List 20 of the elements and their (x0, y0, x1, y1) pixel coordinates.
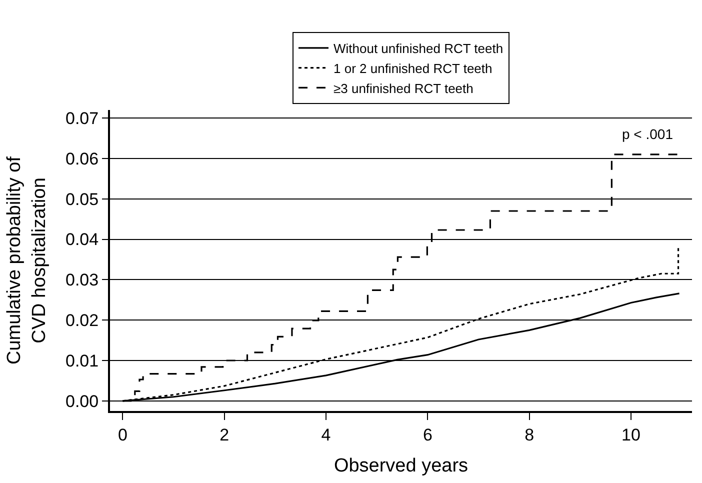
x-tick-label: 8 (524, 425, 534, 444)
y-tick-label: 0.02 (66, 311, 99, 330)
annotation: p < .001 (622, 126, 674, 142)
x-tick-label: 2 (220, 425, 230, 444)
y-tick-label: 0.04 (66, 230, 99, 250)
x-axis-title: Observed years (334, 456, 468, 477)
y-tick-label: 0.06 (66, 149, 99, 168)
y-tick-label: 0.03 (66, 270, 99, 290)
x-tick-label: 6 (422, 425, 432, 444)
y-tick-label: 0.01 (66, 351, 99, 370)
x-tick-label: 0 (118, 425, 128, 444)
legend-label: ≥3 unfinished RCT teeth (334, 80, 474, 96)
legend-label: Without unfinished RCT teeth (334, 41, 504, 56)
x-tick-label: 10 (622, 425, 640, 444)
y-axis-title: Cumulative probability of CVD hospitalization (4, 156, 50, 365)
y-tick-label: 0.07 (66, 109, 99, 128)
legend-label: 1 or 2 unfinished RCT teeth (334, 60, 492, 76)
x-tick-label: 4 (321, 425, 331, 444)
y-tick-label: 0.05 (66, 190, 99, 209)
y-tick-label: 0.00 (66, 392, 99, 411)
